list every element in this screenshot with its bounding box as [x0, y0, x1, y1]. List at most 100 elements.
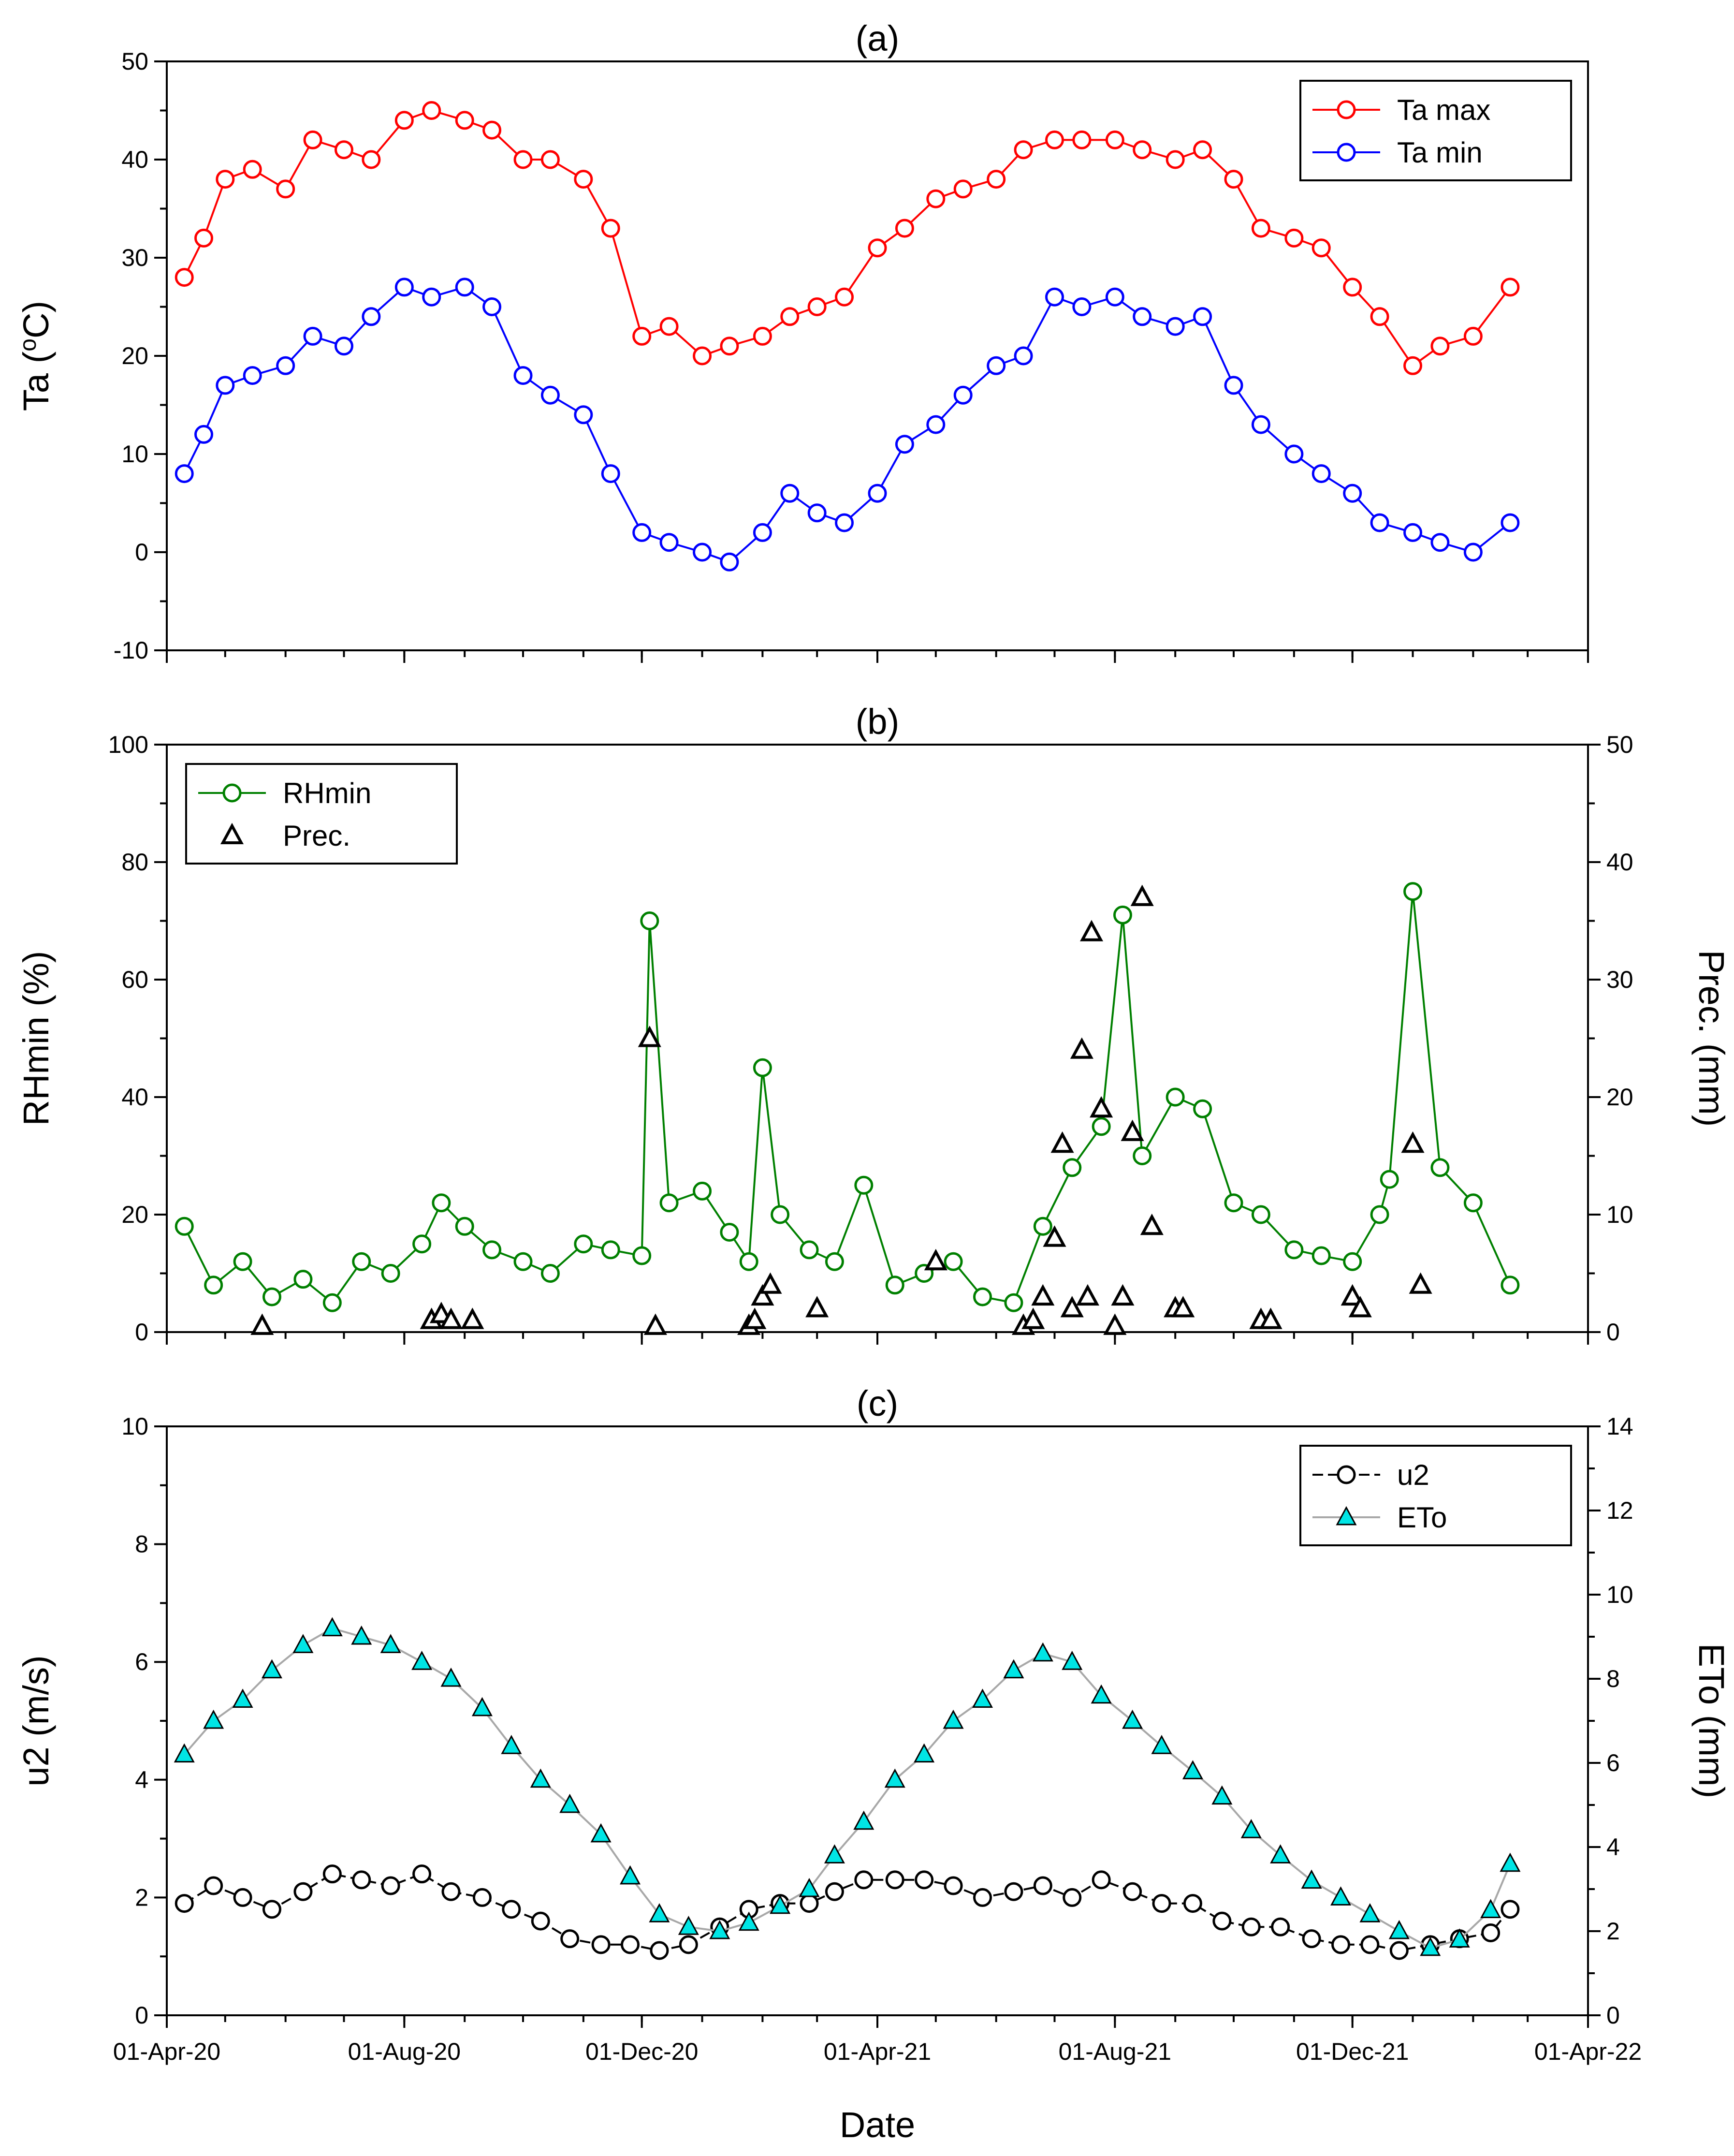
data-point — [513, 366, 533, 385]
y-tick-label: 20 — [121, 1201, 148, 1228]
data-point — [987, 170, 1006, 189]
data-point — [216, 170, 235, 189]
data-point — [1063, 1888, 1082, 1907]
data-point — [1166, 1087, 1185, 1107]
panel-title: (b) — [856, 702, 899, 742]
y-tick-label: 30 — [121, 244, 148, 271]
data-point — [868, 484, 887, 503]
data-point — [175, 268, 194, 287]
data-point — [601, 464, 620, 484]
data-point — [574, 170, 593, 189]
data-point — [574, 1234, 593, 1254]
data-point — [649, 1903, 670, 1922]
y-tick-label: 50 — [121, 48, 148, 75]
series-line — [184, 1873, 1511, 1952]
y-right-tick-label: 40 — [1606, 849, 1633, 876]
y-tick-label: 10 — [121, 1413, 148, 1440]
data-point — [1301, 1869, 1322, 1889]
data-point — [1121, 1119, 1144, 1141]
data-point — [574, 405, 593, 425]
data-point — [738, 1911, 759, 1931]
y-axis-title: Ta (oC) — [15, 301, 56, 411]
legend: u2 ETo — [1299, 1445, 1572, 1546]
data-point — [322, 1864, 342, 1884]
data-point — [1311, 238, 1331, 258]
legend-label: RHmin — [283, 777, 371, 809]
data-point — [1193, 307, 1212, 326]
y-right-tick-label: 10 — [1606, 1201, 1633, 1228]
data-point — [1105, 287, 1124, 307]
legend-marker — [1337, 100, 1356, 119]
data-point — [1430, 337, 1450, 356]
y-right-tick-label: 14 — [1606, 1413, 1633, 1440]
data-point — [482, 1240, 502, 1260]
data-point — [854, 1870, 874, 1890]
data-point — [953, 179, 973, 199]
data-point — [825, 1882, 844, 1901]
data-point — [1224, 376, 1243, 395]
data-point — [472, 1888, 492, 1907]
data-point — [334, 337, 353, 356]
data-point — [502, 1900, 521, 1919]
x-tick-label: 01-Apr-21 — [824, 2038, 931, 2065]
data-point — [175, 1217, 194, 1236]
data-point — [1211, 1785, 1233, 1805]
series-eto — [174, 1617, 1521, 1956]
y-tick-label: 10 — [121, 440, 148, 468]
legend-label: Prec. — [283, 820, 350, 852]
data-point — [884, 1768, 905, 1788]
data-point — [659, 1193, 679, 1213]
data-point — [422, 101, 441, 120]
y-right-tick-label: 8 — [1606, 1665, 1620, 1692]
data-point — [204, 1276, 223, 1295]
y-tick-label: 0 — [135, 539, 148, 566]
data-point — [854, 1175, 874, 1195]
data-point — [303, 130, 322, 149]
x-tick-label: 01-Dec-20 — [585, 2038, 698, 2065]
data-point — [1076, 1284, 1100, 1306]
data-point — [1463, 1193, 1483, 1213]
data-point — [540, 1264, 560, 1283]
data-point — [1111, 1284, 1135, 1306]
x-tick-label: 01-Aug-20 — [348, 2038, 461, 2065]
y-tick-label: 8 — [135, 1531, 148, 1558]
data-point — [1284, 444, 1304, 464]
data-point — [591, 1935, 611, 1954]
data-point — [455, 278, 474, 297]
data-point — [440, 1667, 462, 1687]
data-point — [439, 1307, 463, 1329]
data-point — [1401, 1131, 1425, 1153]
series-rhmin — [175, 882, 1520, 1312]
data-point — [1480, 1899, 1501, 1918]
data-point — [1241, 1917, 1261, 1936]
data-point — [471, 1697, 493, 1716]
data-point — [590, 1823, 612, 1843]
data-point — [362, 307, 381, 326]
data-point — [1302, 1929, 1321, 1949]
data-point — [303, 326, 322, 346]
data-point — [422, 287, 441, 307]
data-point — [1072, 297, 1092, 316]
data-point — [1033, 1876, 1052, 1895]
y-tick-label: 6 — [135, 1648, 148, 1675]
data-point — [482, 120, 502, 140]
data-point — [1031, 1284, 1055, 1306]
data-point — [1224, 170, 1243, 189]
data-point — [1193, 1099, 1212, 1118]
panel-b: (b) 0 20 40 60 80 100 RHmin (%) 0 10 20 30 40 50 Prec.… — [16, 702, 1732, 1346]
data-point — [1331, 1935, 1351, 1954]
data-point — [924, 1248, 947, 1271]
data-point — [262, 1900, 281, 1919]
y-axis-title-tail: C) — [16, 301, 56, 338]
data-point — [1348, 1296, 1372, 1318]
data-point — [380, 1634, 401, 1653]
data-point — [276, 179, 295, 199]
data-point — [1092, 1870, 1111, 1890]
data-point — [1003, 1659, 1024, 1679]
data-point — [771, 1205, 790, 1224]
data-point — [1251, 219, 1270, 238]
data-point — [540, 385, 560, 405]
data-point — [531, 1911, 550, 1931]
data-point — [1105, 130, 1124, 149]
data-point — [1284, 1240, 1304, 1260]
